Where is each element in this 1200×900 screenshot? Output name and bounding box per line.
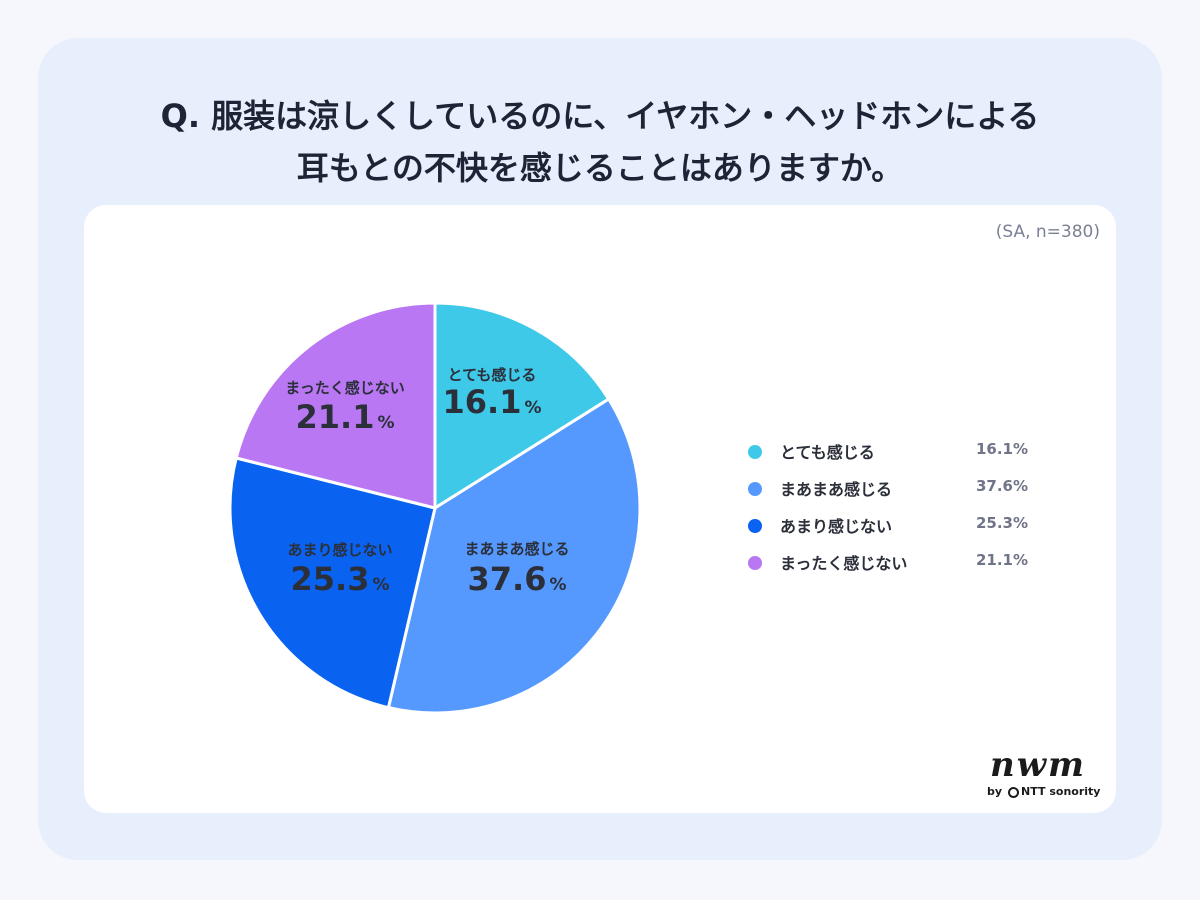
- legend-value: 37.6%: [975, 477, 1028, 495]
- slice-category-label: まあまあ感じる: [464, 540, 569, 558]
- pie-slice-4: [234, 301, 437, 510]
- legend-label: まあまあ感じる: [780, 480, 893, 499]
- legend-item-somewhat: まあまあ感じる 37.6%: [748, 473, 1038, 510]
- pie-slice-1: [433, 301, 611, 511]
- brand-logo: nwm by NTT sonority: [975, 745, 1105, 805]
- logo-brand: NTT sonority: [1021, 785, 1101, 798]
- question-title: Q. 服装は涼しくしているのに、イヤホン・ヘッドホンによる 耳もとの不快を感じる…: [0, 90, 1200, 194]
- slice-value-label: 16.1%: [443, 383, 542, 421]
- legend-swatch: [748, 556, 762, 570]
- pie-slice-2: [386, 397, 642, 715]
- legend-item-not-much: あまり感じない 25.3%: [748, 510, 1038, 547]
- question-title-line-1: Q. 服装は涼しくしているのに、イヤホン・ヘッドホンによる: [160, 97, 1040, 135]
- slice-value-label: 25.3%: [291, 560, 390, 598]
- legend-label: あまり感じない: [780, 517, 893, 536]
- chart-legend: とても感じる 16.1% まあまあ感じる 37.6% あまり感じない 25.3%…: [748, 436, 1038, 584]
- legend-item-not-at-all: まったく感じない 21.1%: [748, 547, 1038, 584]
- legend-label: とても感じる: [780, 443, 875, 462]
- logo-by: by: [987, 785, 1003, 798]
- legend-value: 25.3%: [975, 514, 1028, 532]
- legend-swatch: [748, 519, 762, 533]
- logo-mark: nwm: [990, 745, 1086, 785]
- slice-category-label: まったく感じない: [285, 379, 404, 397]
- legend-value: 21.1%: [975, 551, 1028, 569]
- legend-item-very: とても感じる 16.1%: [748, 436, 1038, 473]
- sample-note: (SA, n=380): [995, 222, 1100, 242]
- slice-value-label: 21.1%: [296, 398, 395, 436]
- legend-value: 16.1%: [975, 440, 1028, 458]
- slice-value-label: 37.6%: [468, 560, 567, 598]
- question-title-line-2: 耳もとの不快を感じることはありますか。: [296, 149, 904, 187]
- ntt-logo-icon: [1008, 787, 1020, 798]
- legend-swatch: [748, 482, 762, 496]
- pie-slice-3: [228, 456, 437, 710]
- slice-category-label: とても感じる: [448, 366, 537, 384]
- slice-category-label: あまり感じない: [287, 541, 392, 559]
- logo-subtitle: by NTT sonority: [987, 785, 1100, 798]
- legend-swatch: [748, 445, 762, 459]
- legend-label: まったく感じない: [780, 554, 908, 573]
